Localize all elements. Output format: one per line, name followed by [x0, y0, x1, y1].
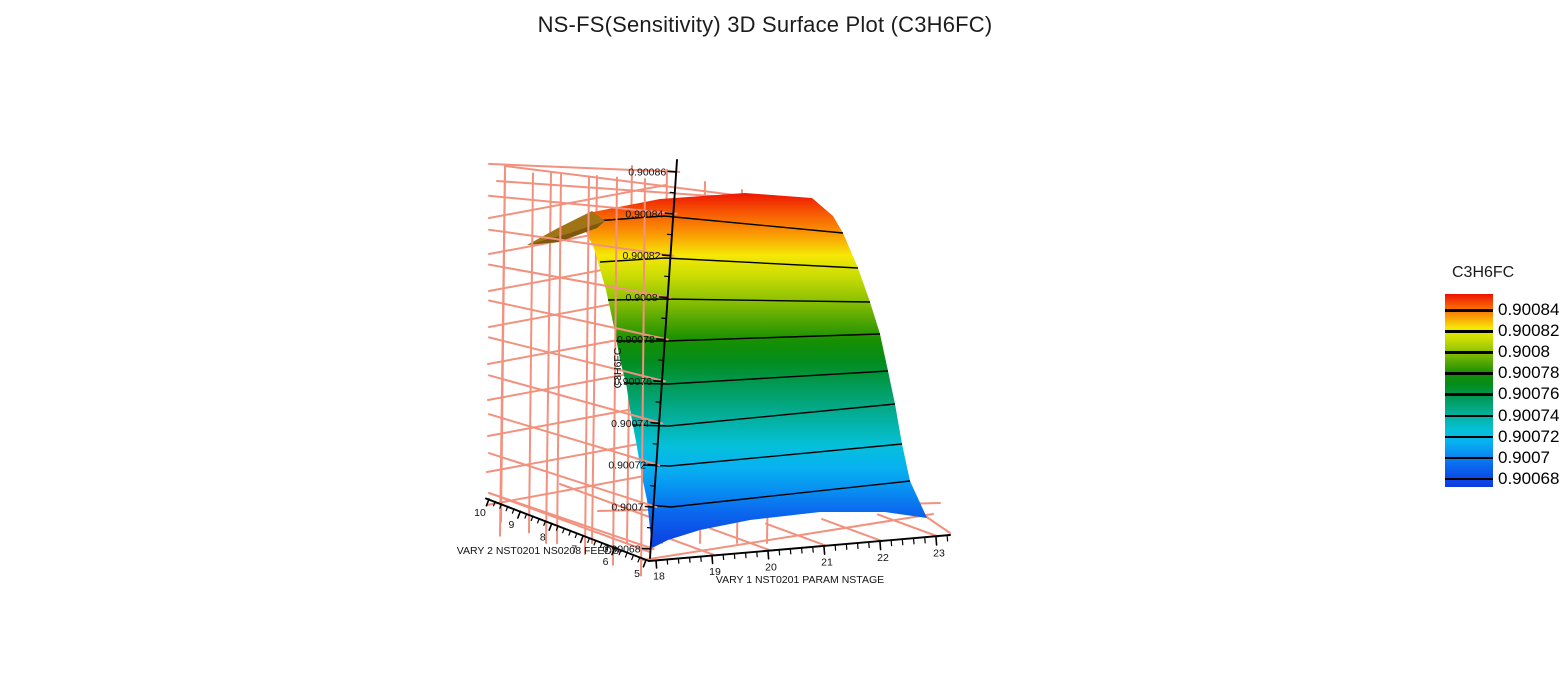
- svg-text:VARY 1 NST0201 PARAM NSTAGE: VARY 1 NST0201 PARAM NSTAGE: [716, 574, 884, 586]
- svg-text:5: 5: [634, 568, 640, 580]
- svg-text:18: 18: [653, 571, 665, 583]
- svg-text:7: 7: [571, 544, 577, 556]
- svg-text:C3H6FC: C3H6FC: [612, 347, 624, 388]
- svg-text:0.90082: 0.90082: [623, 250, 661, 262]
- legend-tick-label: 0.9007: [1498, 447, 1550, 467]
- axis-labels: 18 19 20 21 22 23 5 6 7 8 9 10 0.90068 0.9007 0.90072 0…: [457, 166, 945, 586]
- legend-tick-label: 0.90068: [1498, 468, 1560, 488]
- legend-tick-line: [1445, 372, 1493, 375]
- svg-text:0.90074: 0.90074: [611, 418, 649, 430]
- legend-tick-label: 0.90084: [1498, 300, 1560, 319]
- svg-text:20: 20: [765, 561, 777, 573]
- legend-tick-label: 0.90074: [1498, 405, 1560, 425]
- legend-tick-line: [1445, 456, 1493, 460]
- legend-title: C3H6FC: [1452, 264, 1515, 281]
- legend-tick-line: [1445, 351, 1493, 354]
- legend-tick-label: 0.90072: [1498, 426, 1560, 446]
- legend-tick-label: 0.90082: [1498, 321, 1560, 341]
- surface-face: [556, 193, 927, 548]
- legend-tick-line: [1445, 330, 1493, 333]
- legend-tick-line: [1445, 435, 1493, 439]
- svg-text:0.9008: 0.9008: [626, 292, 658, 304]
- legend-color-bar: [1445, 294, 1493, 487]
- svg-text:8: 8: [540, 531, 546, 543]
- svg-text:21: 21: [821, 557, 833, 569]
- legend-tick-line: [1445, 393, 1493, 396]
- svg-text:0.9007: 0.9007: [611, 502, 643, 514]
- contour-lines: [593, 215, 911, 508]
- color-scale-legend: C3H6FC 0.90084 0.90082 0.9008 0.90078 0.9007…: [1445, 264, 1568, 494]
- svg-text:0.90084: 0.90084: [625, 208, 663, 220]
- svg-text:0.90068: 0.90068: [603, 544, 641, 556]
- surface-underside-flap: [527, 211, 605, 245]
- svg-text:VARY 2 NST0201 NS0208 FEEDS: VARY 2 NST0201 NS0208 FEEDS: [457, 545, 619, 557]
- chart-title: NS-FS(Sensitivity) 3D Surface Plot (C3H6…: [537, 12, 993, 37]
- axes: [485, 159, 951, 569]
- svg-text:0.90076: 0.90076: [614, 376, 652, 388]
- svg-text:0.90086: 0.90086: [628, 166, 666, 178]
- svg-text:19: 19: [709, 566, 721, 578]
- svg-text:0.90072: 0.90072: [608, 460, 646, 472]
- legend-tick-line: [1445, 477, 1493, 481]
- legend-tick-label: 0.9008: [1498, 342, 1550, 362]
- legend-tick-line: [1445, 414, 1493, 418]
- svg-text:23: 23: [933, 548, 945, 560]
- svg-text:6: 6: [603, 556, 609, 568]
- legend-tick-line: [1445, 309, 1493, 312]
- svg-text:10: 10: [474, 507, 486, 519]
- legend-tick-label: 0.90076: [1498, 384, 1560, 404]
- svg-text:22: 22: [877, 552, 889, 564]
- surface: [556, 193, 927, 548]
- left-wall-grid: [488, 162, 681, 577]
- svg-text:0.90078: 0.90078: [617, 334, 655, 346]
- svg-text:9: 9: [508, 519, 514, 531]
- legend-tick-label: 0.90078: [1498, 363, 1560, 383]
